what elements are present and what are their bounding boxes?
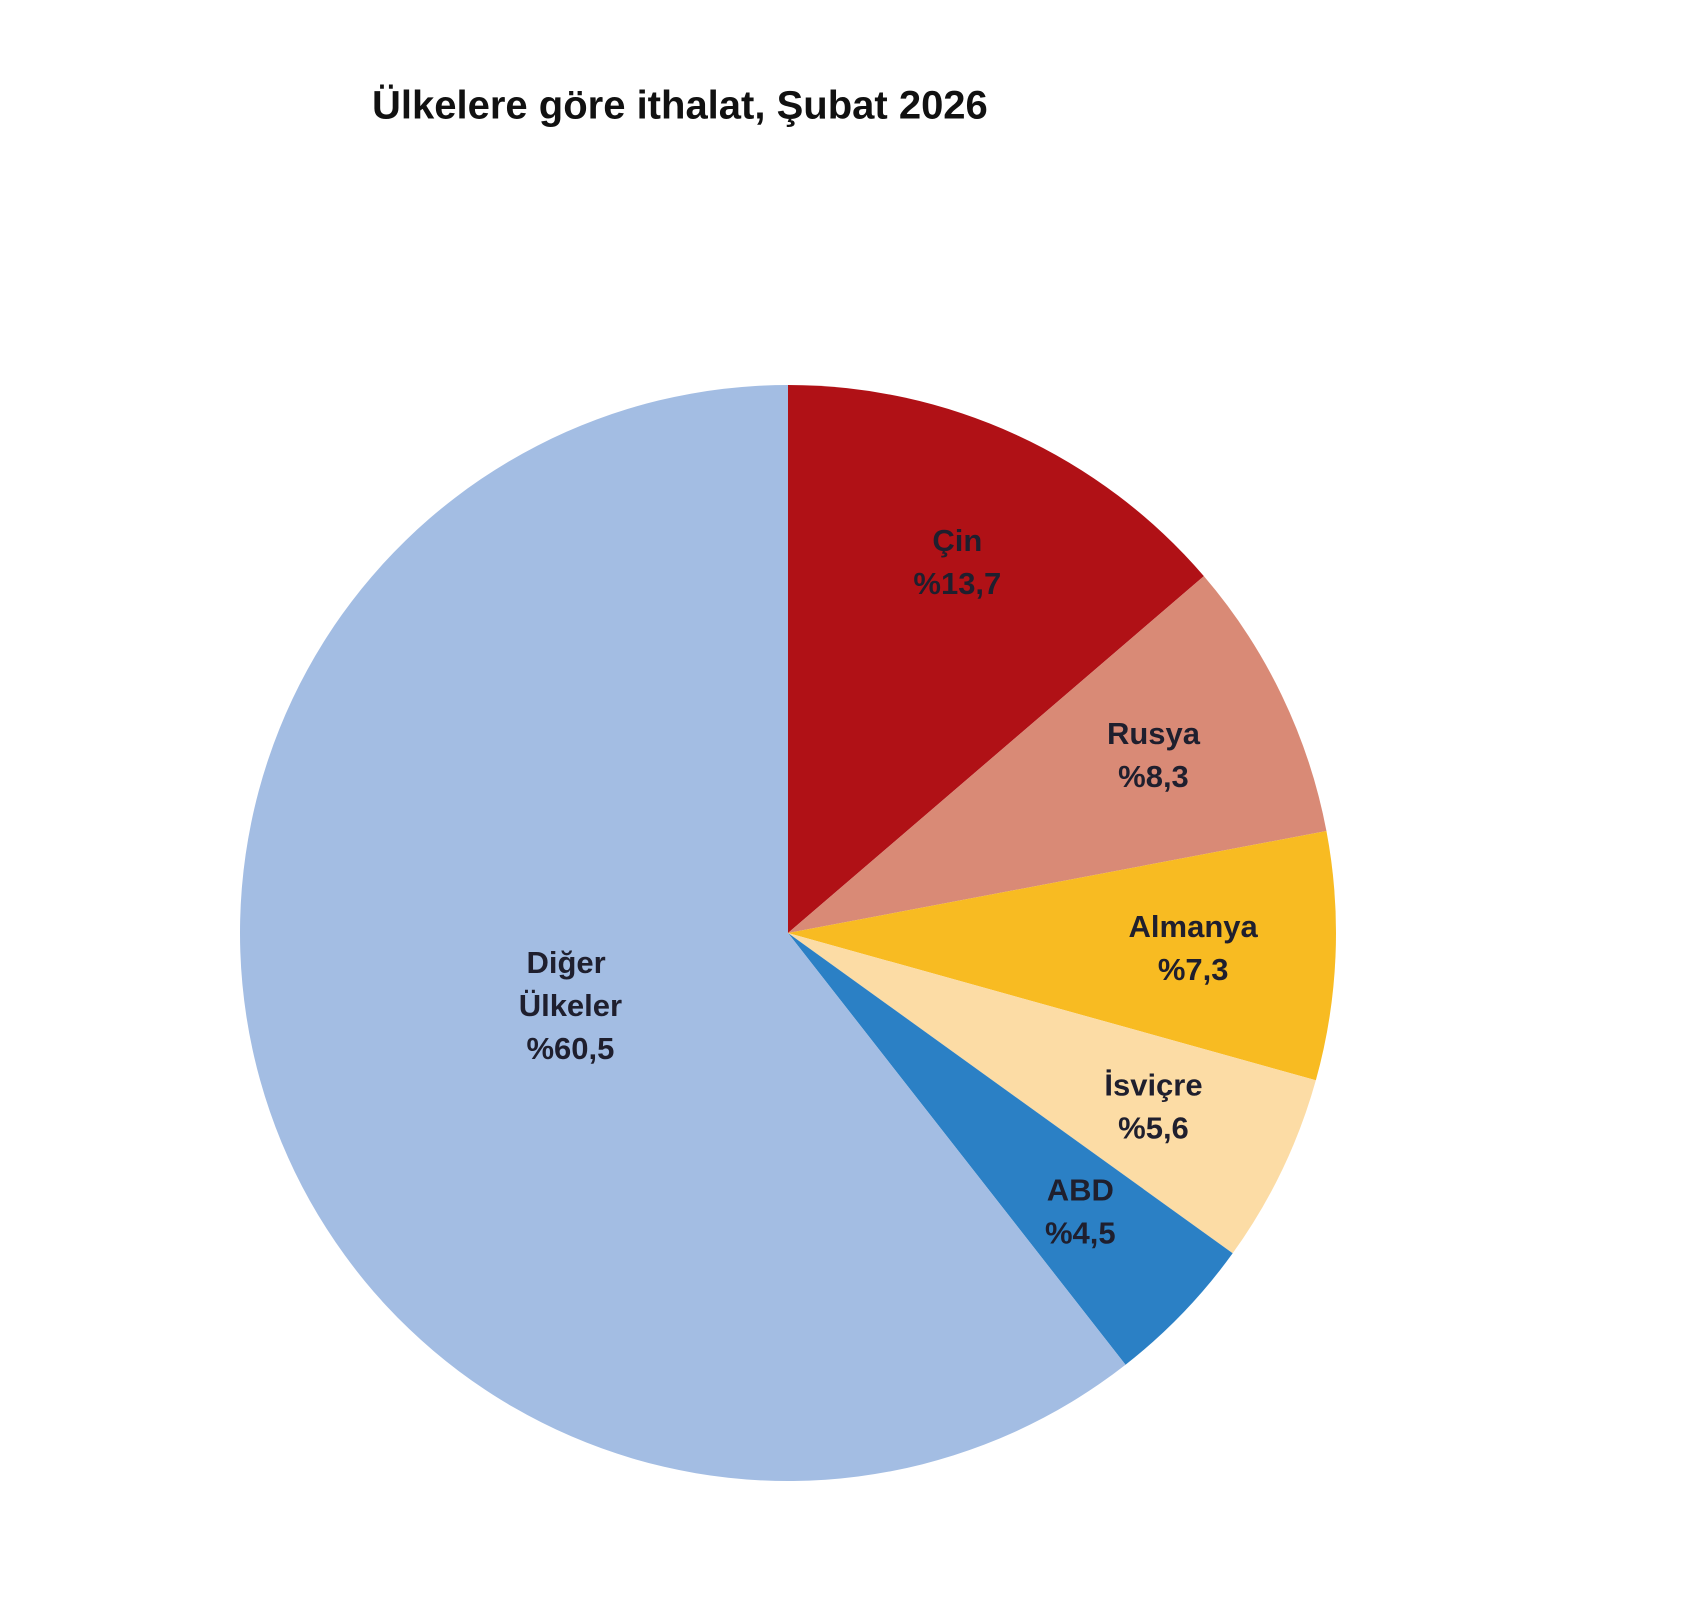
slice-category-label: Çin xyxy=(932,523,982,558)
pie-slice xyxy=(788,831,1336,1081)
slice-category-label: ABD xyxy=(1047,1173,1114,1208)
chart-title: Ülkelere göre ithalat, Şubat 2026 xyxy=(372,83,988,128)
pie-slice xyxy=(788,933,1233,1365)
pie-slice xyxy=(788,576,1327,933)
slice-category-label: Diğer Ülkeler xyxy=(519,945,622,1023)
slice-value-label: %4,5 xyxy=(1045,1216,1116,1251)
slice-value-label: %5,6 xyxy=(1118,1110,1189,1145)
pie-slice xyxy=(788,385,1204,933)
slice-value-label: %8,3 xyxy=(1118,759,1189,794)
slice-value-label: %60,5 xyxy=(526,1031,614,1066)
slice-category-label: Rusya xyxy=(1107,716,1201,751)
pie-slice xyxy=(788,933,1316,1254)
slice-value-label: %7,3 xyxy=(1158,952,1229,987)
slice-category-label: İsviçre xyxy=(1104,1067,1202,1102)
pie-slice xyxy=(239,385,1126,1481)
slice-value-label: %13,7 xyxy=(913,566,1001,601)
slice-category-label: Almanya xyxy=(1129,909,1259,944)
